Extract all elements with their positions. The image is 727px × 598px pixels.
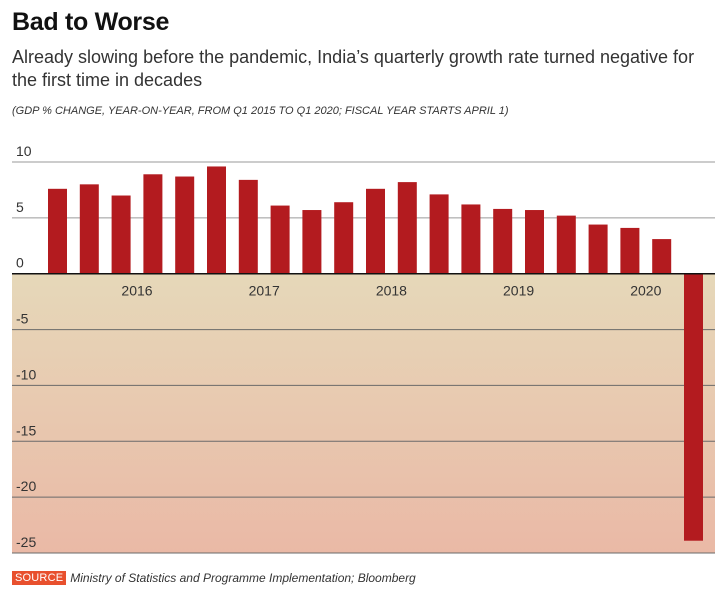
x-tick-label: 2020 xyxy=(630,283,661,299)
bar xyxy=(652,239,672,274)
y-tick-label: -20 xyxy=(16,478,36,494)
bar xyxy=(302,210,322,274)
y-tick-label: -15 xyxy=(16,422,36,438)
x-tick-label: 2016 xyxy=(121,283,152,299)
bar xyxy=(684,273,703,541)
y-tick-label: -10 xyxy=(16,366,36,382)
y-tick-label: -25 xyxy=(16,534,36,550)
year-labels: 2016 2017 2018 2019 2020 xyxy=(121,283,661,299)
y-tick-labels: 10 5 0 -5 -10 -15 -20 -25 xyxy=(16,143,36,550)
bar xyxy=(620,227,640,274)
x-tick-label: 2018 xyxy=(376,283,407,299)
bar xyxy=(461,204,481,274)
bar xyxy=(175,176,195,274)
bar xyxy=(143,174,163,274)
bar xyxy=(588,224,608,274)
bars xyxy=(48,166,703,541)
bar xyxy=(238,179,258,274)
bar xyxy=(429,194,449,274)
negative-region-band xyxy=(12,273,715,553)
bar xyxy=(366,188,385,274)
x-tick-label: 2019 xyxy=(503,283,534,299)
y-tick-label: 0 xyxy=(16,255,24,271)
x-tick-label: 2017 xyxy=(249,283,280,299)
bar xyxy=(493,208,513,274)
chart-title: Bad to Worse xyxy=(12,8,170,36)
source-text: Ministry of Statistics and Programme Imp… xyxy=(70,571,416,585)
chart-subtitle: Already slowing before the pandemic, Ind… xyxy=(12,47,695,90)
y-tick-label: -5 xyxy=(16,311,29,327)
gridlines xyxy=(12,161,715,554)
source-line: SOURCE Ministry of Statistics and Progra… xyxy=(12,571,416,585)
y-tick-label: 5 xyxy=(16,199,24,215)
y-tick-label: 10 xyxy=(16,143,32,159)
bar xyxy=(270,205,290,274)
bar xyxy=(48,188,67,274)
bar xyxy=(397,182,417,274)
bar xyxy=(207,166,226,274)
bar xyxy=(111,195,131,274)
bar xyxy=(79,184,99,274)
bar xyxy=(525,210,544,274)
source-tag: SOURCE xyxy=(12,571,67,585)
bar xyxy=(334,202,354,274)
chart-note: (GDP % CHANGE, YEAR-ON-YEAR, FROM Q1 201… xyxy=(12,105,509,117)
bar xyxy=(556,215,576,274)
